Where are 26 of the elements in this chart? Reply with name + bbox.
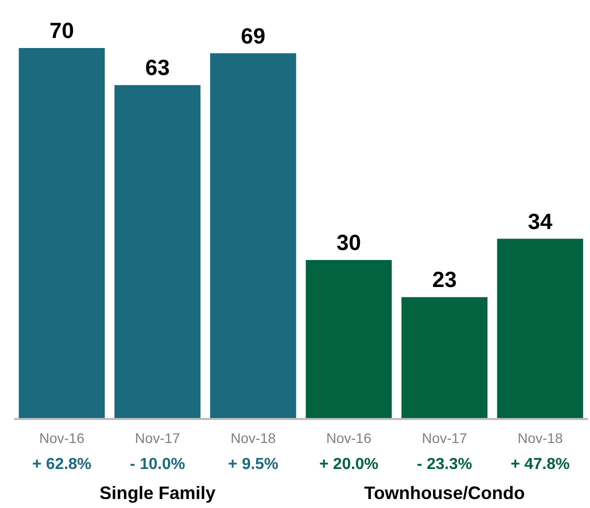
data-label: 30 bbox=[336, 230, 362, 255]
bar bbox=[401, 297, 488, 419]
text: - 10.0% bbox=[130, 456, 186, 473]
data-label: 70 bbox=[50, 18, 74, 43]
bar bbox=[18, 48, 105, 419]
bar bbox=[114, 85, 200, 419]
text: + 9.5% bbox=[228, 456, 278, 473]
text: - 23.3% bbox=[416, 456, 472, 473]
x-tick-label: Nov-18 bbox=[518, 430, 563, 446]
x-tick-label: Nov-16 bbox=[39, 430, 85, 446]
text: Single Family bbox=[99, 483, 216, 503]
x-tick-label: Nov-16 bbox=[326, 430, 372, 446]
bar bbox=[306, 260, 392, 419]
data-label: 23 bbox=[432, 267, 457, 292]
text: + 47.8% bbox=[510, 456, 570, 473]
text: + 20.0% bbox=[319, 456, 378, 473]
text: Townhouse/Condo bbox=[364, 483, 525, 503]
x-tick-label: Nov-17 bbox=[422, 430, 468, 446]
data-label: 63 bbox=[145, 55, 170, 80]
data-label: 69 bbox=[240, 23, 266, 48]
text: + 62.8% bbox=[32, 456, 92, 473]
x-tick-label: Nov-18 bbox=[230, 430, 276, 446]
data-label: 34 bbox=[528, 208, 554, 234]
bar bbox=[497, 238, 584, 419]
x-tick-label: Nov-17 bbox=[134, 430, 180, 446]
bar bbox=[210, 53, 296, 419]
